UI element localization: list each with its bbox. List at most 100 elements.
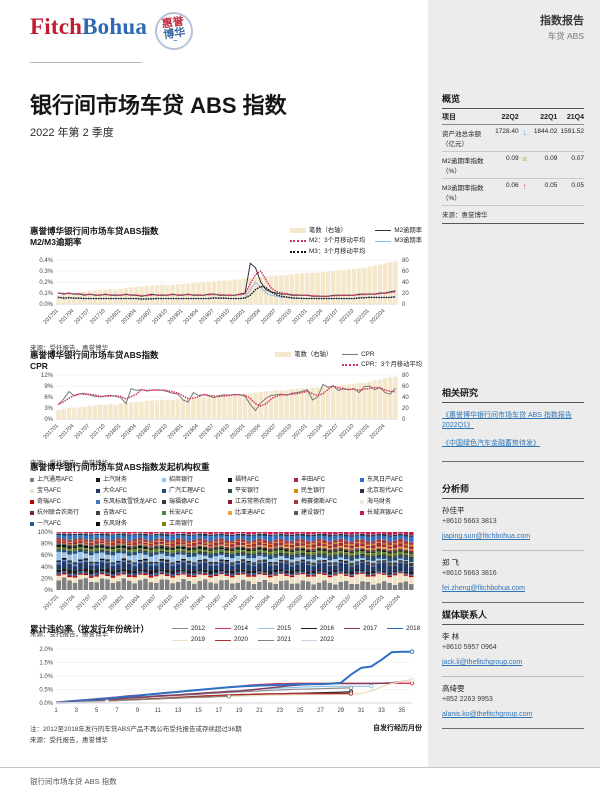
contact-card: 孙佳平 +8610 5663 3813 jiaping.sun@fitchboh…	[442, 499, 584, 551]
svg-text:201801: 201801	[105, 308, 122, 325]
contact-email-link[interactable]: alanis.ko@thefitchgroup.com	[442, 711, 533, 718]
legend-swatch	[294, 500, 298, 505]
svg-text:201807: 201807	[136, 423, 153, 440]
legend-swatch	[96, 478, 100, 483]
svg-text:6%: 6%	[44, 395, 53, 401]
svg-text:202010: 202010	[287, 594, 304, 611]
chart-originator-weights: 惠誉博华银行间市场车贷ABS指数发起机构权重 上汽通用AFC 宝马AFC 奇瑞AFC…	[30, 462, 422, 638]
svg-text:201901: 201901	[173, 594, 190, 611]
legend-swatch	[294, 478, 298, 483]
svg-text:0: 0	[402, 302, 406, 308]
legend-item: 大众AFC	[96, 487, 158, 496]
contact-phone: +852 2263 9953	[442, 696, 493, 703]
related-research-link[interactable]: 《惠誉博华银行间市场车贷 ABS 指数报告2022Q1》	[442, 412, 572, 430]
chart-source: 来源：受托报告，惠誉博华	[30, 345, 108, 353]
svg-text:202004: 202004	[245, 308, 262, 325]
svg-text:201701: 201701	[43, 308, 60, 325]
svg-text:60%: 60%	[41, 553, 54, 559]
legend-item: 比亚迪AFC	[228, 509, 290, 518]
svg-text:201810: 201810	[157, 594, 174, 611]
svg-text:201907: 201907	[198, 423, 215, 440]
legend-item: 建设银行	[294, 509, 356, 518]
legend-swatch	[228, 489, 232, 494]
legend-swatch	[162, 478, 166, 483]
svg-text:0.0%: 0.0%	[39, 302, 53, 308]
svg-text:202201: 202201	[353, 308, 370, 325]
related-research-link[interactable]: 《中国绿色汽车金融蓄势待发》	[442, 440, 540, 448]
svg-text:201904: 201904	[182, 308, 199, 325]
overview-heading: 概览	[442, 92, 584, 109]
legend-swatch	[30, 500, 34, 505]
legend-swatch	[30, 478, 34, 483]
legend-swatch	[172, 639, 188, 641]
svg-text:201804: 201804	[120, 423, 137, 440]
chart-cumulative-default: 累计违约率（按发行年份统计） 2012 2014 2015 2016 2017 2018 2…	[30, 624, 422, 744]
svg-text:201804: 201804	[120, 308, 137, 325]
legend-item: 广汽汇理AFC	[162, 487, 224, 496]
legend-item: 2022	[301, 635, 334, 644]
legend-item: 2020	[215, 635, 248, 644]
legend-swatch	[96, 522, 100, 527]
trend-up-icon: ↑	[518, 178, 531, 206]
media-contacts-heading: 媒体联系人	[442, 608, 584, 625]
svg-text:201704: 201704	[58, 423, 75, 440]
legend-item: 一汽AFC	[30, 520, 92, 529]
contact-card: 李 林 +8610 5957 0964 jack.li@thefitchgrou…	[442, 625, 584, 677]
contact-card: 郑 飞 +8610 5663 3816 fei.zheng@fitchbohua…	[442, 551, 584, 603]
chart-legend: 上汽通用AFC 宝马AFC 奇瑞AFC 杭州联合农商行 一汽AFC 上汽财务 大众AFC 东风…	[30, 476, 422, 529]
svg-text:202104: 202104	[307, 308, 324, 325]
page-title: 银行间市场车贷 ABS 指数	[30, 93, 287, 118]
legend-swatch	[96, 489, 100, 494]
svg-text:201701: 201701	[43, 423, 60, 440]
svg-text:0%: 0%	[44, 588, 53, 594]
chart-source: 来源：受托报告，惠誉博华	[30, 630, 108, 638]
legend-item: 东风日产AFC	[360, 476, 422, 485]
svg-text:80: 80	[402, 373, 409, 379]
svg-text:19: 19	[236, 708, 243, 714]
legend-item: 2017	[344, 624, 377, 633]
legend-item: 福特AFC	[228, 476, 290, 485]
contact-card: 高绮雯 +852 2263 9953 alanis.ko@thefitchgro…	[442, 677, 584, 729]
chart-plot-area: 0% 20% 40% 60% 80% 100% 201701 201704 201707 2017…	[30, 529, 422, 627]
contact-email-link[interactable]: jiaping.sun@fitchbohua.com	[442, 533, 531, 540]
svg-text:0.2%: 0.2%	[39, 280, 53, 286]
legend-swatch	[162, 489, 166, 494]
legend-swatch	[228, 478, 232, 483]
legend-swatch	[301, 628, 318, 630]
svg-text:13: 13	[175, 708, 182, 714]
legend-swatch	[96, 500, 100, 505]
svg-text:0%: 0%	[44, 417, 53, 423]
legend-item: M3逾期率	[375, 236, 422, 245]
contact-email-link[interactable]: fei.zheng@fitchbohua.com	[442, 585, 525, 592]
overview-row: 资产池总余额（亿元） 1728.40 ↓ 1844.02 1591.52	[442, 124, 584, 152]
svg-text:33: 33	[378, 708, 385, 714]
legend-swatch	[375, 230, 392, 232]
svg-text:202004: 202004	[245, 423, 262, 440]
svg-text:201801: 201801	[105, 423, 122, 440]
related-research-section: 相关研究 《惠誉博华银行间市场车贷 ABS 指数报告2022Q1》 《中国绿色汽…	[442, 386, 584, 463]
brand-logo: FitchBohua 惠誉 博华 ~	[30, 9, 196, 53]
legend-item: 丰田AFC	[294, 476, 356, 485]
svg-text:202104: 202104	[319, 594, 336, 611]
legend-item: 江苏常熟农商行	[228, 498, 290, 507]
svg-text:201810: 201810	[151, 423, 168, 440]
svg-text:2.0%: 2.0%	[39, 647, 53, 653]
svg-text:202107: 202107	[322, 423, 339, 440]
legend-swatch	[228, 511, 232, 516]
legend-item: 2015	[258, 624, 291, 633]
svg-text:0: 0	[402, 417, 406, 423]
svg-text:7: 7	[115, 708, 119, 714]
legend-item: 东风标致雪铁龙AFC	[96, 498, 158, 507]
legend-swatch	[342, 354, 359, 356]
svg-text:23: 23	[276, 708, 283, 714]
legend-swatch	[344, 628, 361, 630]
svg-text:202010: 202010	[276, 423, 293, 440]
legend-item: 宝马AFC	[30, 487, 92, 496]
legend-item: 2021	[258, 635, 291, 644]
legend-swatch	[162, 511, 166, 516]
svg-text:202007: 202007	[260, 423, 277, 440]
svg-text:20%: 20%	[41, 576, 54, 582]
svg-text:201910: 201910	[214, 308, 231, 325]
contact-email-link[interactable]: jack.li@thefitchgroup.com	[442, 659, 523, 666]
chart-title: 惠誉博华银行间市场车贷ABS指数 M2/M3逾期率	[30, 226, 159, 247]
